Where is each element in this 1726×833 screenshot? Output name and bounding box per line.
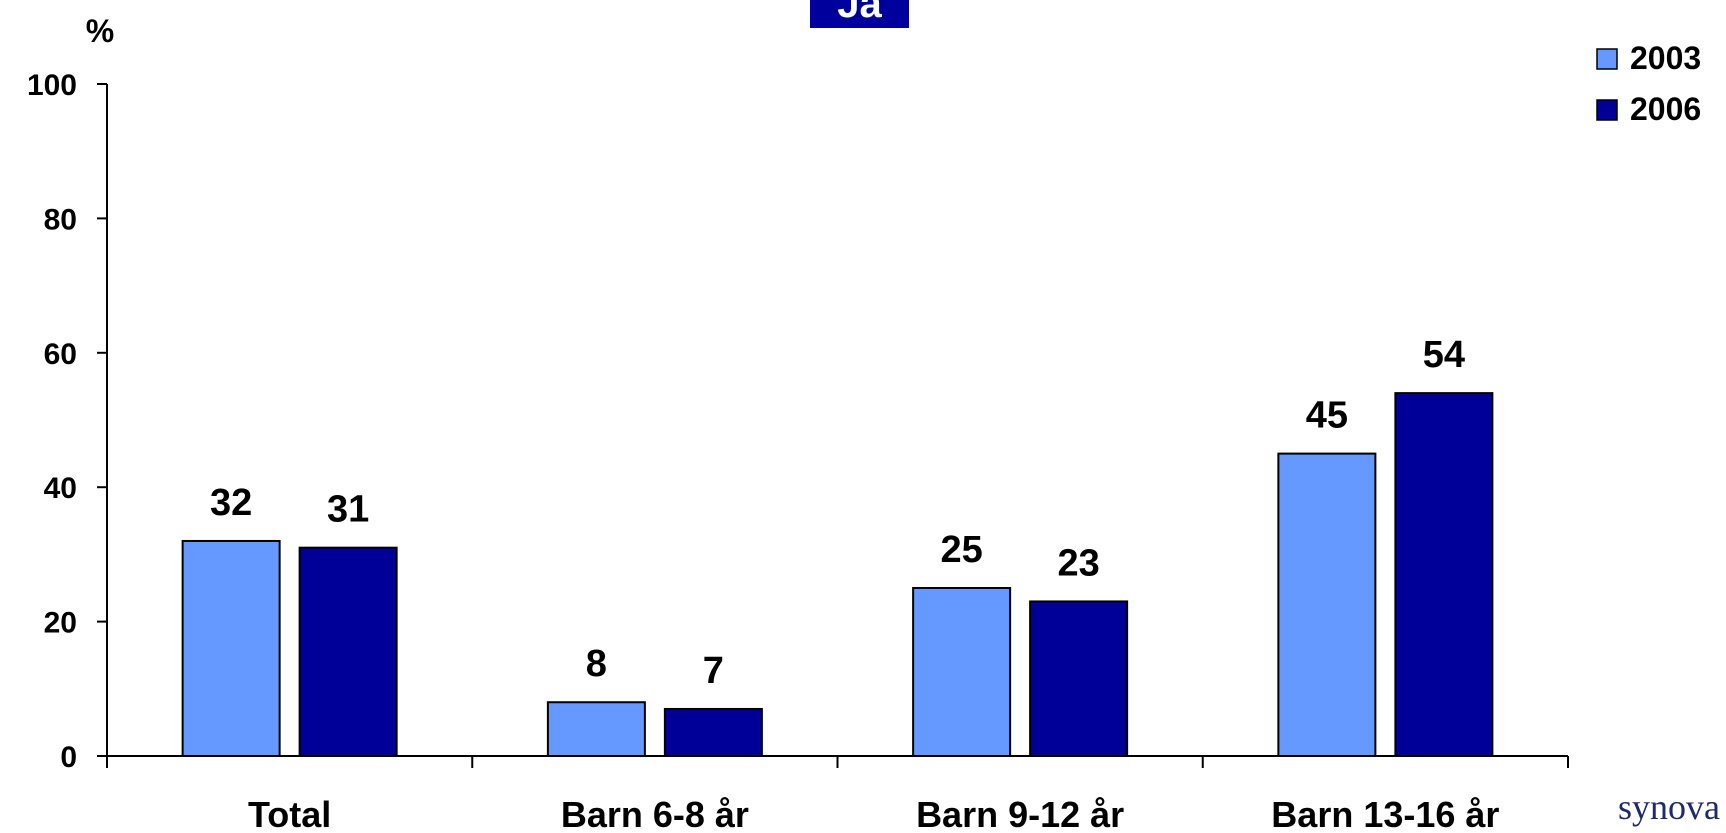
y-axis: 0 20 40 60 80 100%: [27, 13, 114, 774]
x-tick-label: Barn 6-8 år: [561, 794, 749, 833]
data-label: 31: [327, 489, 369, 531]
y-tick-label: 40: [44, 472, 77, 505]
y-tick-label: 100: [27, 69, 77, 102]
y-tick-label: 0: [60, 741, 77, 774]
data-label: 8: [586, 643, 607, 685]
legend-swatch: [1596, 99, 1618, 121]
y-tick-label: 60: [44, 338, 77, 371]
y-axis-label: %: [86, 13, 114, 49]
legend-swatch: [1596, 48, 1618, 70]
bar: [546, 701, 646, 757]
data-label: 23: [1057, 542, 1099, 584]
x-axis: Total Barn 6-8 år Barn 9-12 år Barn 13-16 å…: [106, 755, 1569, 833]
bars: 32 31 8 7 25 23 45 54: [181, 334, 1494, 758]
legend-label: 2003: [1630, 40, 1701, 76]
x-tick-label: Total: [248, 794, 331, 833]
data-label: 25: [940, 529, 982, 571]
bar: [1277, 452, 1377, 757]
data-label: 32: [210, 482, 252, 524]
data-label: 54: [1423, 334, 1465, 376]
y-tick-label: 20: [44, 607, 77, 640]
y-tick-label: 80: [44, 203, 77, 236]
bar: [1394, 392, 1494, 757]
bar: [298, 546, 398, 757]
legend-label: 2006: [1630, 91, 1701, 127]
x-tick-label: Barn 9-12 år: [916, 794, 1124, 833]
bar: [663, 707, 763, 758]
synovate-logo: synova: [1618, 787, 1720, 827]
data-label: 7: [703, 650, 724, 692]
legend: 2003 2006: [1596, 40, 1701, 127]
header-badge: Ja: [810, 0, 909, 28]
bar: [912, 587, 1012, 757]
x-tick-label: Barn 13-16 år: [1271, 794, 1499, 833]
bar: [181, 539, 281, 758]
data-label: 45: [1306, 395, 1348, 437]
bar: [1029, 600, 1129, 757]
